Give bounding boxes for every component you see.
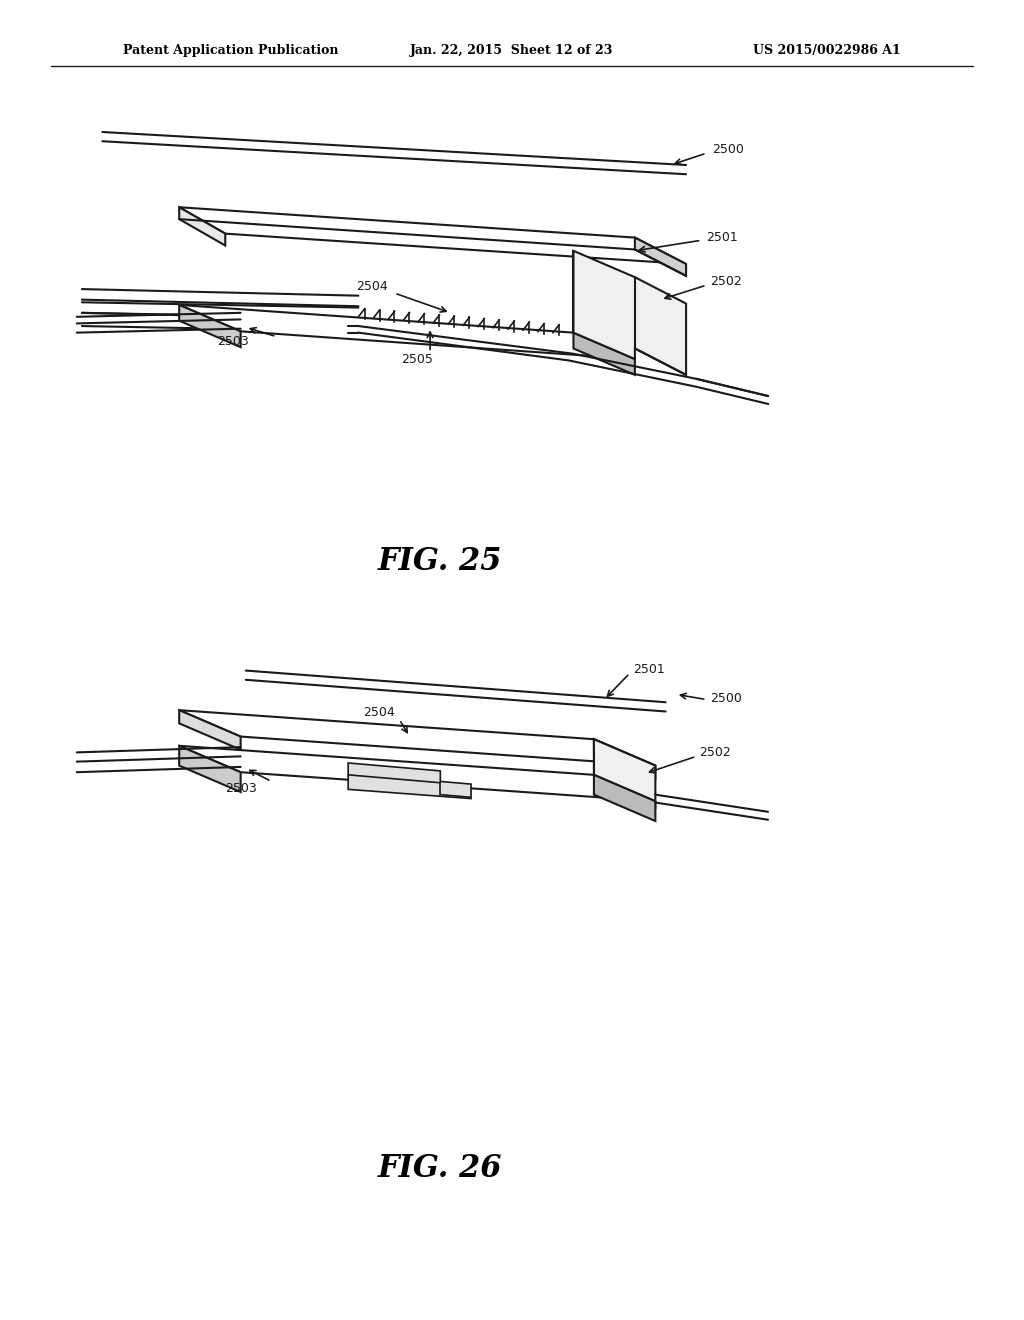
Polygon shape [573, 251, 686, 375]
Polygon shape [179, 207, 225, 246]
Polygon shape [179, 207, 686, 264]
Text: Jan. 22, 2015  Sheet 12 of 23: Jan. 22, 2015 Sheet 12 of 23 [411, 44, 613, 57]
Text: 2502: 2502 [699, 746, 731, 759]
Text: 2500: 2500 [710, 692, 741, 705]
Text: 2505: 2505 [401, 352, 433, 366]
Text: 2502: 2502 [710, 275, 741, 288]
Polygon shape [594, 739, 655, 779]
Polygon shape [179, 746, 655, 801]
Polygon shape [179, 305, 241, 347]
Polygon shape [179, 305, 635, 359]
Polygon shape [594, 775, 655, 821]
Polygon shape [348, 763, 471, 799]
Text: FIG. 26: FIG. 26 [378, 1152, 503, 1184]
Text: 2503: 2503 [225, 781, 257, 795]
Text: 2501: 2501 [707, 231, 738, 244]
Text: Patent Application Publication: Patent Application Publication [123, 44, 338, 57]
Text: FIG. 25: FIG. 25 [378, 545, 503, 577]
Polygon shape [573, 333, 635, 375]
Text: 2504: 2504 [356, 280, 388, 293]
Polygon shape [179, 746, 241, 792]
Text: US 2015/0022986 A1: US 2015/0022986 A1 [754, 44, 901, 57]
Text: 2504: 2504 [364, 706, 395, 719]
Polygon shape [594, 739, 655, 808]
Text: 2500: 2500 [712, 143, 743, 156]
Polygon shape [179, 710, 655, 766]
Text: 2503: 2503 [217, 335, 249, 348]
Polygon shape [179, 710, 241, 750]
Text: 2501: 2501 [633, 663, 665, 676]
Polygon shape [635, 238, 686, 276]
